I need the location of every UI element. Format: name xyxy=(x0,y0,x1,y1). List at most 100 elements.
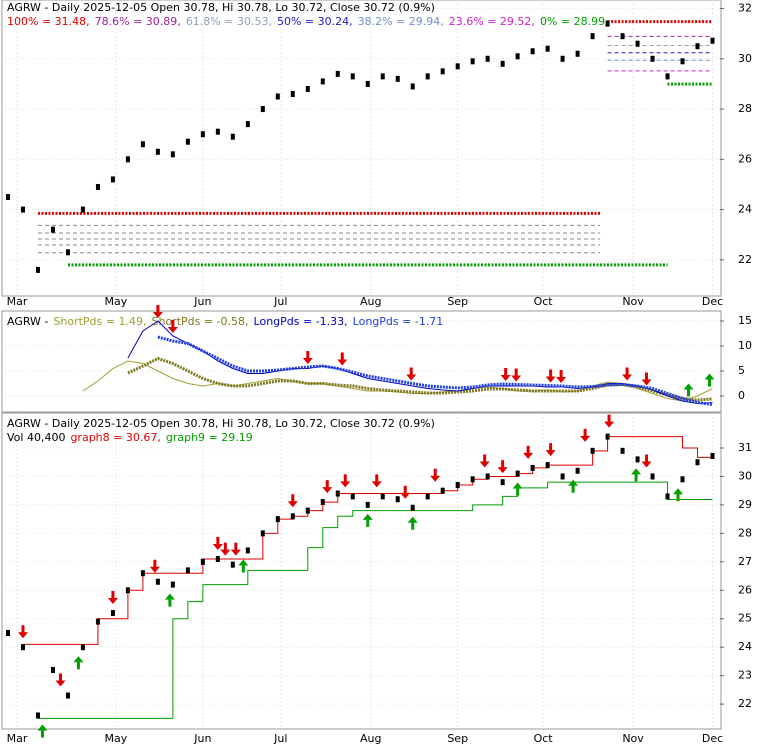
sell-arrow xyxy=(152,305,163,318)
price-bar xyxy=(215,128,220,135)
x-tick-label: Jul xyxy=(273,295,287,308)
price-bar xyxy=(560,55,565,62)
buy-arrow xyxy=(683,383,694,397)
price-bar xyxy=(320,78,325,85)
y-tick-label: 5 xyxy=(738,364,745,377)
sell-arrow xyxy=(167,320,178,333)
sell-arrow xyxy=(604,414,615,428)
y-tick-label: 32 xyxy=(738,2,752,15)
x-tick-label: Oct xyxy=(534,295,554,308)
buy-arrow xyxy=(73,656,84,670)
panel-title: AGRW - Daily 2025-12-05 Open 30.78, Hi 3… xyxy=(7,1,435,14)
price-bar xyxy=(590,447,595,454)
x-tick-label: Nov xyxy=(622,295,644,308)
series-legend: graph8 = 30.67, xyxy=(70,431,160,444)
sell-arrow xyxy=(545,443,556,457)
price-bar xyxy=(290,513,295,520)
legend-line: 100% = 31.48, 78.6% = 30.89, 61.8% = 30.53… xyxy=(7,15,605,28)
price-bar xyxy=(470,58,475,65)
price-bar xyxy=(20,206,25,213)
price-bar xyxy=(545,462,550,469)
price-bar xyxy=(680,58,685,65)
price-bar xyxy=(425,493,430,500)
buy-arrow xyxy=(631,468,642,482)
series-legend: ShortPds = -0.58, xyxy=(151,315,248,328)
panel-frame xyxy=(1,412,722,730)
price-bar xyxy=(245,121,250,128)
sell-arrow xyxy=(340,474,351,488)
price-bar xyxy=(650,55,655,62)
y-tick-label: 23 xyxy=(738,669,752,682)
price-bar xyxy=(20,644,25,651)
price-bar xyxy=(200,558,205,565)
y-tick-label: 10 xyxy=(738,339,752,352)
x-tick-label: Nov xyxy=(622,732,644,745)
x-tick-label: Sep xyxy=(447,295,468,308)
sell-arrow xyxy=(500,368,511,381)
price-bar xyxy=(260,530,265,537)
price-bar xyxy=(605,20,610,27)
x-tick-label: Dec xyxy=(702,732,723,745)
price-bar xyxy=(110,176,115,183)
price-bar xyxy=(170,151,175,158)
price-bar xyxy=(680,476,685,483)
price-bar xyxy=(230,561,235,568)
series-legend: graph9 = 29.19 xyxy=(166,431,253,444)
sell-arrow xyxy=(400,485,411,499)
price-bar xyxy=(335,490,340,497)
price-bar xyxy=(560,473,565,480)
panel-frame xyxy=(1,0,722,297)
price-bar xyxy=(230,133,235,140)
series-legend: ShortPds = 1.49, xyxy=(53,315,146,328)
price-bar xyxy=(665,73,670,80)
price-bar xyxy=(575,467,580,474)
price-bar xyxy=(455,481,460,488)
price-bar xyxy=(500,479,505,486)
price-bar xyxy=(290,90,295,97)
x-tick-label: Mar xyxy=(7,295,28,308)
sell-arrow xyxy=(523,445,534,459)
sell-arrow xyxy=(430,468,441,482)
y-tick-label: 25 xyxy=(738,612,752,625)
price-bar xyxy=(185,567,190,574)
x-tick-label: May xyxy=(105,732,128,745)
sell-arrow xyxy=(287,494,298,508)
price-bar xyxy=(455,63,460,70)
price-bar xyxy=(620,447,625,454)
x-tick-label: Oct xyxy=(534,732,554,745)
price-bar xyxy=(140,570,145,577)
legend-line: AGRW - ShortPds = 1.49, ShortPds = -0.58, L… xyxy=(7,315,443,328)
series-legend: LongPds = -1.71 xyxy=(353,315,444,328)
price-bar xyxy=(125,587,130,594)
sell-arrow xyxy=(322,480,333,494)
price-bar xyxy=(635,40,640,47)
buy-arrow xyxy=(37,724,48,738)
price-bar xyxy=(470,476,475,483)
y-tick-label: 24 xyxy=(738,640,752,653)
y-tick-label: 28 xyxy=(738,102,752,115)
price-bar xyxy=(155,148,160,155)
y-tick-label: 30 xyxy=(738,469,752,482)
buy-arrow xyxy=(673,488,684,502)
fib-legend: 23.6% = 29.52, xyxy=(449,15,535,28)
legend-line: Vol 40,400 graph8 = 30.67, graph9 = 29.19 xyxy=(7,431,253,444)
price-bar xyxy=(275,516,280,523)
sell-arrow xyxy=(17,625,28,639)
y-tick-label: 24 xyxy=(738,203,752,216)
y-tick-label: 26 xyxy=(738,152,752,165)
price-bar xyxy=(635,456,640,463)
price-bar xyxy=(440,487,445,494)
sell-arrow xyxy=(556,370,567,383)
sell-arrow xyxy=(220,542,231,556)
x-tick-label: Jun xyxy=(193,732,211,745)
price-bar xyxy=(140,141,145,148)
price-bar xyxy=(365,80,370,87)
price-bar xyxy=(35,712,40,719)
price-bar xyxy=(215,555,220,562)
sell-arrow xyxy=(641,372,652,386)
sell-arrow xyxy=(337,352,348,366)
y-tick-label: 22 xyxy=(738,697,752,710)
x-tick-label: Aug xyxy=(360,295,381,308)
price-bar xyxy=(260,106,265,113)
price-bar xyxy=(50,666,55,673)
